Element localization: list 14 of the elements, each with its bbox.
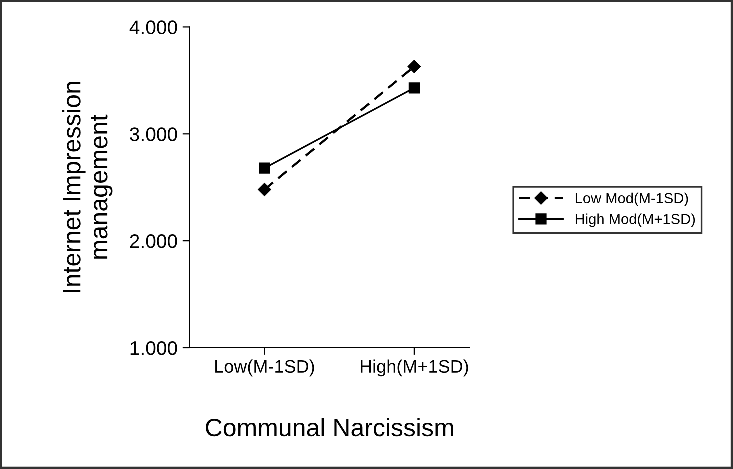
- legend-label: Low Mod(M-1SD): [576, 192, 688, 206]
- legend-label: High Mod(M+1SD): [576, 214, 696, 228]
- point: [408, 82, 420, 94]
- y-tick-label: 2.000: [130, 234, 178, 248]
- x-tick-label: High(M+1SD): [361, 360, 468, 377]
- y-axis-title: Internet Impression management: [62, 82, 113, 292]
- x-axis-title: Communal Narcissism: [206, 418, 454, 437]
- x-tick-label: Low(M-1SD): [216, 360, 314, 377]
- point: [259, 162, 270, 174]
- point: [408, 60, 422, 74]
- y-tick-label: 4.000: [130, 20, 178, 34]
- point: [258, 183, 272, 196]
- y-tick-label: 3.000: [130, 128, 178, 142]
- y-tick-label: 1.000: [130, 341, 178, 356]
